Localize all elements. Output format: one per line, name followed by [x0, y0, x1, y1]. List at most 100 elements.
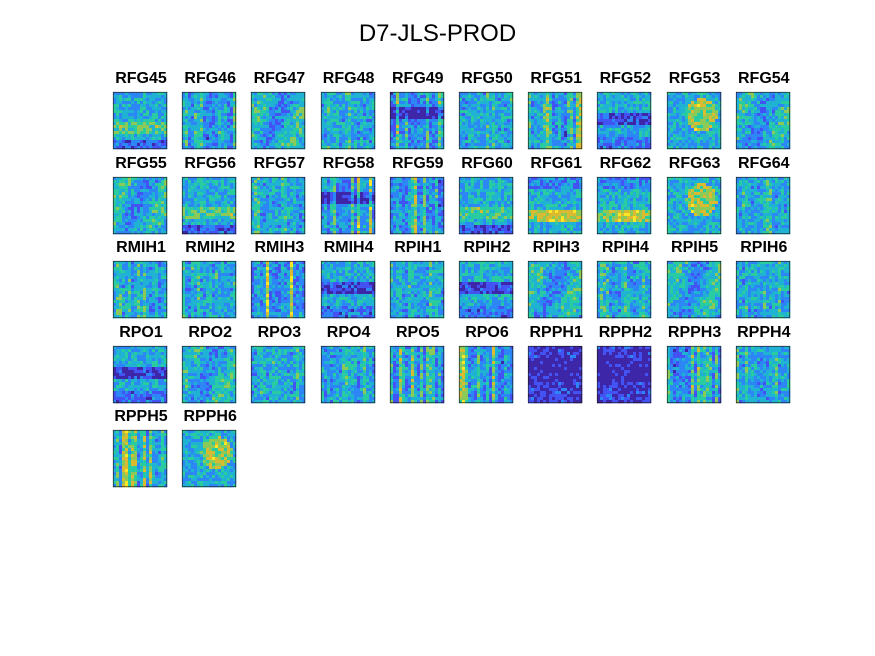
heatmap-cell — [137, 134, 141, 138]
heatmap-cell — [326, 176, 330, 180]
heatmap-cell — [338, 131, 342, 135]
heatmap-cell — [495, 110, 499, 114]
heatmap-cell — [486, 125, 490, 129]
heatmap-cell — [609, 101, 613, 105]
heatmap-cell — [137, 137, 141, 141]
heatmap-cell — [122, 128, 126, 132]
heatmap-cell — [164, 194, 168, 198]
heatmap-cell — [200, 122, 204, 126]
heatmap-cell — [146, 110, 150, 114]
heatmap-cell — [161, 206, 165, 210]
heatmap-cell — [495, 125, 499, 129]
heatmap-cell — [329, 203, 333, 207]
heatmap-cell — [362, 125, 366, 129]
heatmap-cell — [185, 209, 189, 213]
heatmap-cell — [768, 143, 773, 147]
heatmap-cell — [735, 116, 740, 120]
heatmap-cell — [431, 128, 436, 132]
heatmap-cell — [263, 95, 267, 99]
panel-label: RFG52 — [599, 70, 652, 87]
heatmap-cell — [215, 200, 219, 204]
heatmap-cell — [320, 110, 324, 114]
heatmap-cell — [146, 134, 150, 138]
heatmap-cell — [480, 137, 484, 141]
heatmap-cell — [227, 116, 231, 120]
heatmap-cell — [146, 182, 150, 186]
heatmap-cell — [251, 179, 255, 183]
heatmap-cell — [350, 92, 354, 96]
heatmap-cell — [269, 221, 273, 225]
heatmap-cell — [218, 110, 222, 114]
heatmap-cell — [425, 179, 430, 183]
heatmap-cell — [203, 203, 207, 207]
heatmap-cell — [269, 101, 273, 105]
heatmap-cell — [477, 146, 481, 150]
heatmap-cell — [146, 140, 150, 144]
heatmap-cell — [437, 191, 442, 195]
heatmap-cell — [326, 185, 330, 189]
heatmap-cell — [113, 194, 117, 198]
heatmap-cell — [341, 230, 345, 234]
heatmap-cell — [116, 200, 120, 204]
heatmap-cell — [407, 104, 412, 108]
heatmap-cell — [182, 143, 186, 147]
heatmap-cell — [627, 128, 631, 132]
heatmap-cell — [284, 143, 288, 147]
heatmap-cell — [203, 125, 207, 129]
heatmap-cell — [212, 224, 216, 228]
heatmap-cell — [197, 143, 201, 147]
heatmap-cell — [459, 107, 463, 111]
heatmap-cell — [125, 131, 129, 135]
heatmap-cell — [708, 116, 712, 120]
heatmap-cell — [221, 113, 225, 117]
heatmap-cell — [696, 140, 700, 144]
heatmap-cell — [320, 227, 324, 231]
heatmap-cell — [693, 95, 697, 99]
heatmap-cell — [251, 224, 255, 228]
heatmap-cell — [627, 116, 631, 120]
heatmap-cell — [218, 215, 222, 219]
heatmap-cell — [717, 131, 721, 135]
heatmap-cell — [233, 143, 237, 147]
heatmap-cell — [335, 92, 339, 96]
heatmap-cell — [717, 107, 721, 111]
heatmap-cell — [684, 116, 688, 120]
heatmap-cell — [422, 107, 427, 111]
heatmap-cell — [546, 122, 550, 126]
heatmap-cell — [480, 128, 484, 132]
heatmap-cell — [185, 98, 189, 102]
heatmap-cell — [567, 101, 571, 105]
heatmap-cell — [332, 230, 336, 234]
heatmap-cell — [434, 125, 439, 129]
heatmap-cell — [254, 200, 258, 204]
heatmap-cell — [134, 194, 138, 198]
heatmap-cell — [362, 185, 366, 189]
heatmap-cell — [422, 110, 427, 114]
heatmap-cell — [474, 107, 478, 111]
heatmap-cell — [287, 110, 291, 114]
heatmap-cell — [335, 221, 339, 225]
heatmap-cell — [353, 224, 357, 228]
heatmap-cell — [272, 206, 276, 210]
heatmap-cell — [269, 113, 273, 117]
heatmap-cell — [146, 146, 150, 150]
heatmap-cell — [633, 137, 637, 141]
heatmap-cell — [275, 137, 279, 141]
heatmap-cell — [392, 134, 397, 138]
heatmap-cell — [218, 182, 222, 186]
heatmap-cell — [428, 137, 433, 141]
heatmap-cell — [158, 206, 162, 210]
heatmap-cell — [413, 143, 418, 147]
heatmap-cell — [158, 188, 162, 192]
heatmap-cell — [251, 143, 255, 147]
heatmap-cell — [392, 188, 397, 192]
heatmap-cell — [230, 119, 234, 123]
heatmap-cell — [546, 92, 550, 96]
heatmap-cell — [645, 134, 649, 138]
heatmap-cell — [407, 101, 412, 105]
heatmap-cell — [266, 179, 270, 183]
heatmap-cell — [260, 185, 264, 189]
heatmap-cell — [549, 131, 553, 135]
heatmap-cell — [326, 218, 330, 222]
heatmap-cell — [278, 107, 282, 111]
